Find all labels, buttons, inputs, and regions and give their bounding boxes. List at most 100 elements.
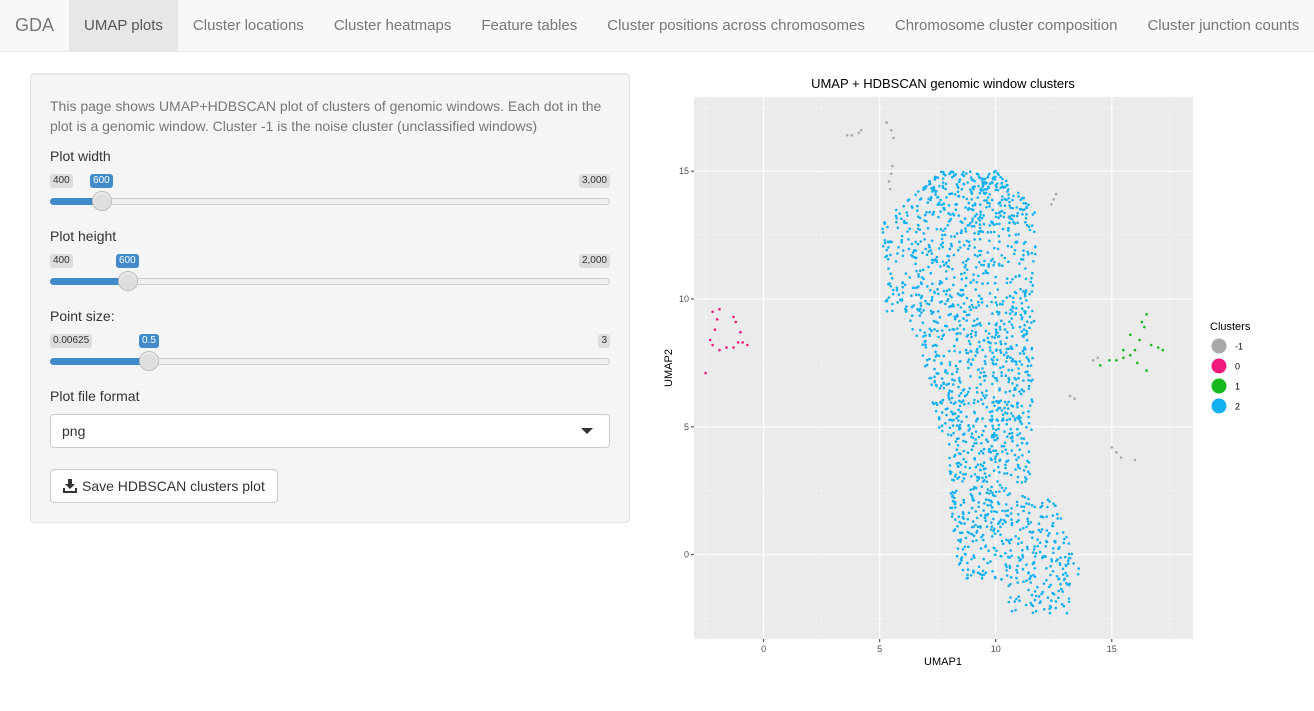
- data-point: [950, 192, 954, 195]
- x-tick-label: 15: [1107, 644, 1117, 654]
- data-point: [948, 363, 952, 367]
- data-point: [982, 222, 986, 226]
- data-point: [718, 348, 721, 352]
- data-point: [959, 463, 963, 466]
- data-point: [939, 228, 942, 231]
- data-point: [900, 238, 903, 242]
- data-point: [1005, 538, 1008, 542]
- data-point: [901, 285, 905, 289]
- data-point: [984, 271, 988, 275]
- data-point: [1001, 509, 1004, 513]
- data-point: [981, 348, 984, 352]
- data-point: [1027, 470, 1030, 474]
- data-point: [956, 367, 959, 371]
- plot-width-slider[interactable]: 400 3,000 600: [50, 174, 610, 214]
- data-point: [915, 230, 918, 234]
- data-point: [1000, 254, 1004, 257]
- data-point: [950, 244, 953, 248]
- data-point: [955, 183, 959, 186]
- data-point: [921, 354, 925, 357]
- tab-umap-plots[interactable]: UMAP plots: [69, 0, 178, 51]
- data-point: [957, 475, 961, 479]
- file-format-select[interactable]: png: [50, 414, 610, 448]
- data-point: [978, 226, 982, 230]
- data-point: [950, 515, 954, 518]
- data-point: [999, 342, 1003, 346]
- data-point: [1061, 531, 1065, 534]
- data-point: [1023, 292, 1027, 296]
- tab-cluster-heatmaps[interactable]: Cluster heatmaps: [333, 17, 452, 34]
- data-point: [715, 318, 719, 321]
- data-point: [966, 451, 970, 455]
- data-point: [976, 479, 979, 482]
- data-point: [1067, 562, 1070, 565]
- data-point: [1015, 214, 1019, 218]
- app-brand[interactable]: GDA: [14, 15, 54, 35]
- slider-track[interactable]: [50, 198, 610, 205]
- data-point: [1036, 585, 1039, 589]
- data-point: [971, 444, 975, 448]
- data-point: [951, 175, 954, 179]
- data-point: [992, 400, 995, 404]
- tab-cluster-junction-counts[interactable]: Cluster junction counts: [1147, 17, 1300, 34]
- data-point: [951, 494, 954, 498]
- data-point: [1063, 537, 1066, 541]
- data-point: [935, 384, 938, 388]
- save-plot-button[interactable]: Save HDBSCAN clusters plot: [50, 469, 278, 503]
- data-point: [942, 386, 946, 390]
- data-point: [1008, 432, 1011, 436]
- data-point: [990, 198, 994, 202]
- plot-height-slider[interactable]: 400 2,000 600: [50, 254, 610, 294]
- data-point: [950, 396, 954, 400]
- data-point: [965, 268, 969, 271]
- data-point: [1027, 378, 1030, 382]
- data-point: [955, 462, 959, 465]
- data-point: [973, 485, 976, 489]
- data-point: [941, 329, 944, 332]
- data-point: [918, 228, 922, 231]
- point-size-slider[interactable]: 0.00625 3 0.5: [50, 334, 610, 374]
- tab-chromosome-cluster-composition[interactable]: Chromosome cluster composition: [894, 17, 1118, 34]
- y-tick-label: 10: [679, 294, 689, 304]
- data-point: [990, 444, 993, 448]
- data-point: [972, 319, 976, 322]
- data-point: [994, 301, 998, 304]
- data-point: [970, 432, 974, 436]
- data-point: [1022, 505, 1026, 509]
- data-point: [957, 385, 960, 389]
- slider-handle[interactable]: [139, 351, 160, 371]
- data-point: [1019, 420, 1022, 423]
- data-point: [990, 506, 994, 509]
- data-point: [962, 388, 966, 391]
- data-point: [1052, 198, 1055, 201]
- slider-min-label: 400: [50, 174, 73, 188]
- data-point: [978, 253, 982, 257]
- data-point: [958, 360, 962, 363]
- data-point: [940, 361, 943, 365]
- data-point: [997, 427, 1000, 431]
- data-point: [1013, 290, 1017, 294]
- data-point: [987, 448, 991, 452]
- data-point: [1005, 356, 1009, 360]
- data-point: [968, 466, 972, 470]
- data-point: [960, 229, 963, 232]
- data-point: [965, 351, 968, 355]
- data-point: [962, 399, 965, 402]
- data-point: [1038, 550, 1042, 554]
- data-point: [988, 492, 991, 495]
- tab-cluster-positions[interactable]: Cluster positions across chromosomes: [607, 17, 865, 34]
- tab-feature-tables[interactable]: Feature tables: [481, 17, 578, 34]
- data-point: [1005, 460, 1008, 463]
- data-point: [957, 538, 960, 542]
- data-point: [1004, 342, 1007, 346]
- data-point: [1001, 303, 1004, 306]
- data-point: [1045, 539, 1048, 543]
- tab-cluster-locations[interactable]: Cluster locations: [192, 17, 304, 34]
- data-point: [987, 265, 990, 268]
- slider-handle[interactable]: [117, 271, 138, 291]
- data-point: [1022, 196, 1026, 200]
- data-point: [1045, 578, 1048, 582]
- slider-handle[interactable]: [91, 191, 112, 211]
- data-point: [982, 394, 985, 397]
